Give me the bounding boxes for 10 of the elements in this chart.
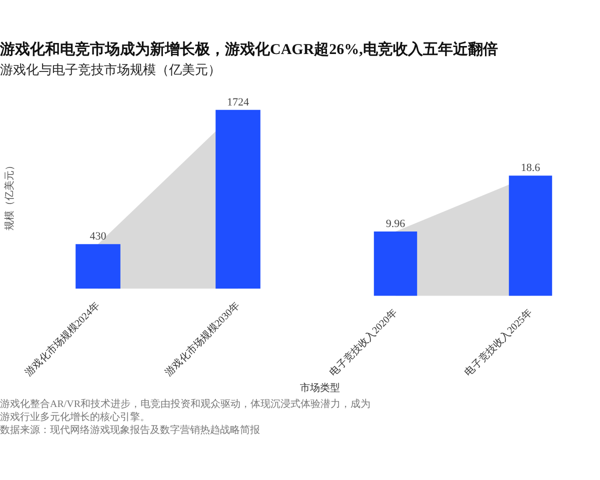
source-note: 数据来源：现代网络游戏现象报告及数字营销热趋战略简报	[0, 424, 261, 437]
data-label: 1724	[227, 96, 250, 108]
data-label: 9.96	[386, 218, 406, 230]
chart-title: 游戏化和电竞市场成为新增长极，游戏化CAGR超26%,电竞收入五年近翻倍	[0, 40, 498, 59]
text: 游戏化整合AR/VR和技术进步，电竞由投资和观众驱动，体现沉浸式体验潜力，成为游戏行业多元化增长的核心引擎。	[0, 398, 372, 424]
data-label: 18.6	[520, 162, 541, 174]
x-axis-title: 市场类型	[299, 382, 341, 395]
chart-subtitle: 游戏化与电子竞技市场规模（亿美元）	[0, 61, 221, 79]
y-axis-title: 规模（亿美元）	[4, 160, 16, 230]
data-label: 430	[90, 230, 107, 243]
